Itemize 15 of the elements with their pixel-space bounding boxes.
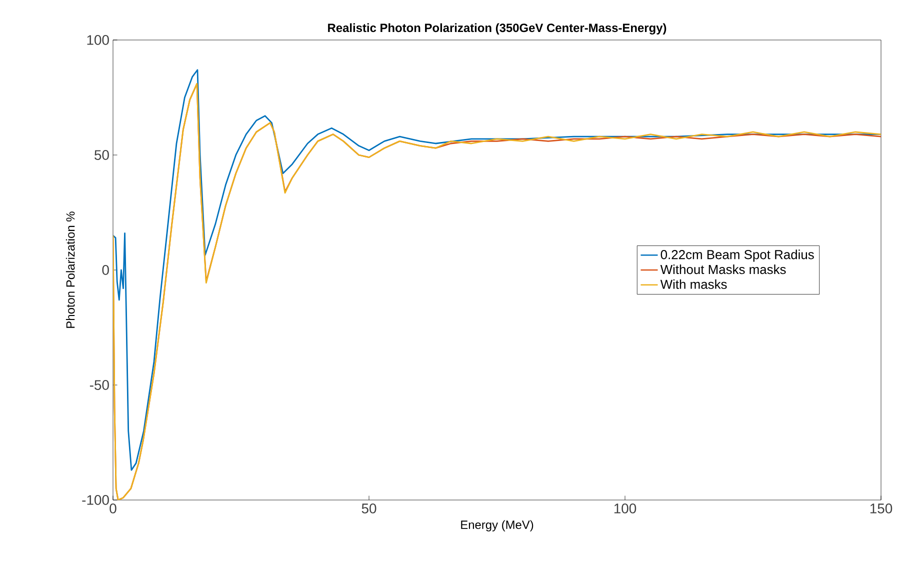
legend-label: With masks (660, 279, 727, 289)
y-tick-label: 50 (94, 150, 109, 160)
y-axis-title: Photon Polarization % (66, 212, 75, 328)
chart-title: Realistic Photon Polarization (350GeV Center-Mass-Energy) (328, 23, 666, 34)
y-tick-label: 0 (102, 265, 109, 275)
x-axis-title: Energy (MeV) (461, 520, 534, 532)
y-tick-label: 100 (87, 35, 109, 45)
x-tick-label: 0 (110, 504, 116, 514)
x-tick-label: 50 (362, 504, 376, 514)
x-tick-label: 100 (614, 504, 636, 514)
y-tick-label: -50 (90, 380, 109, 390)
legend-label: Without Masks masks (660, 264, 786, 274)
legend-label: 0.22cm Beam Spot Radius (660, 250, 814, 262)
x-tick-label: 150 (870, 504, 892, 514)
y-tick-label: -100 (82, 495, 109, 505)
